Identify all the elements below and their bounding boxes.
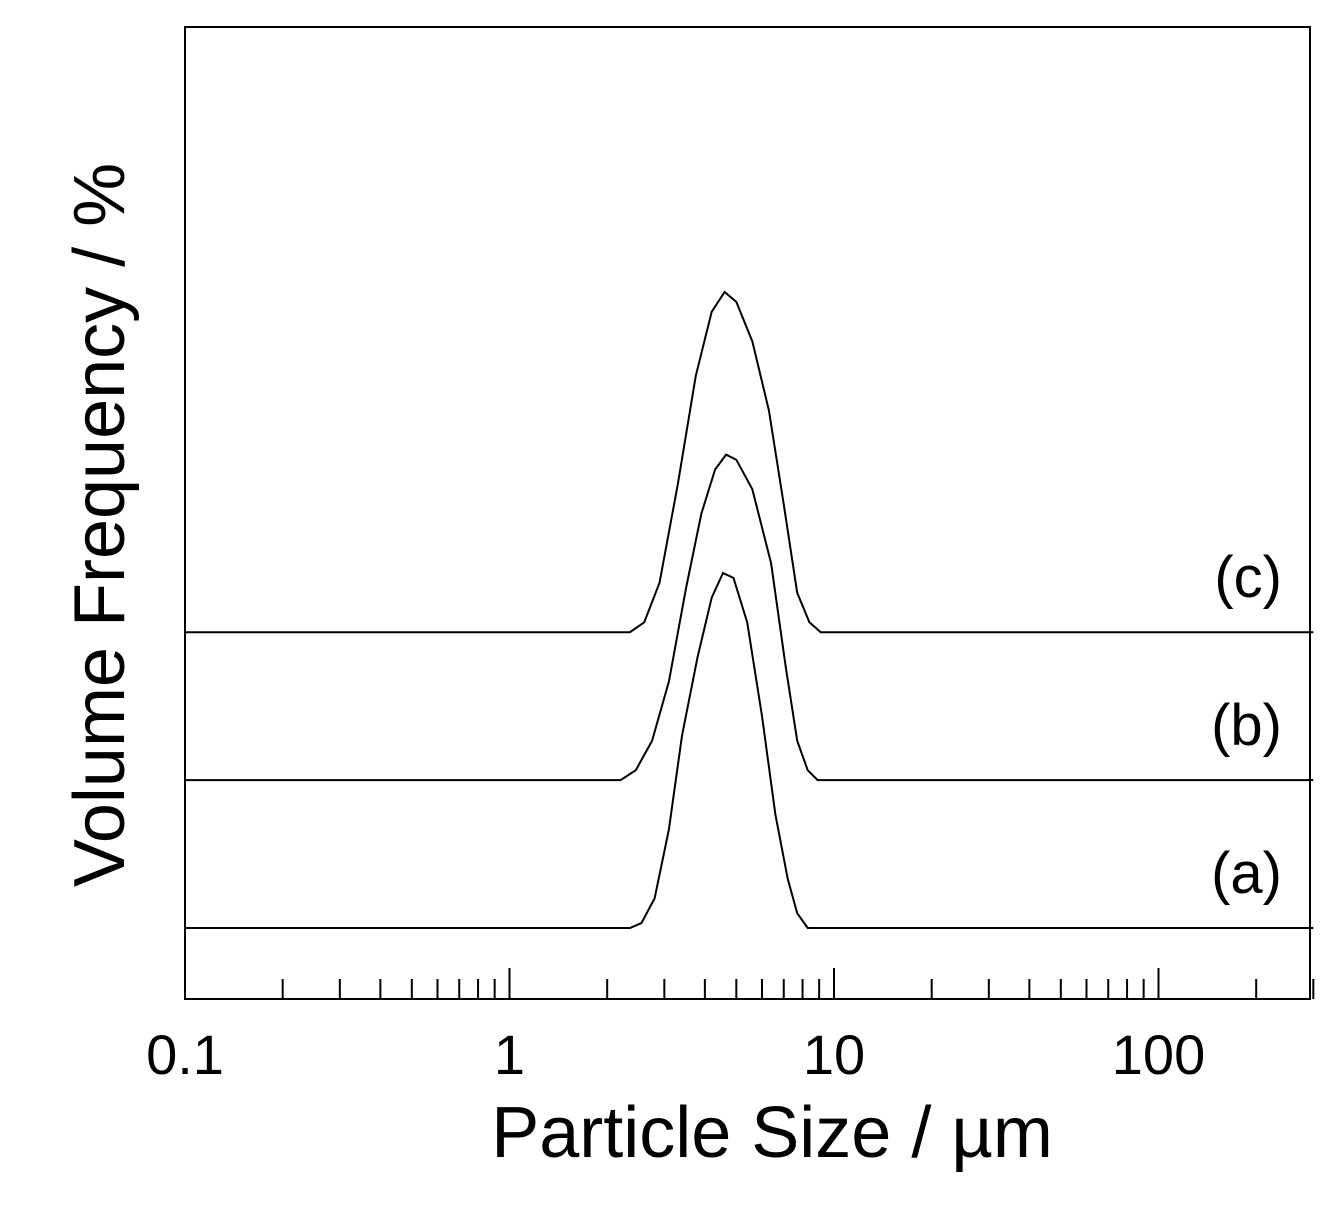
- x-tick-label: 1: [494, 1023, 525, 1086]
- y-axis-label: Volume Frequency / %: [60, 163, 140, 887]
- series-labels: (a) (b) (c): [1211, 545, 1282, 906]
- x-axis-ticks: [184, 968, 1315, 999]
- x-tick-label: 10: [803, 1023, 865, 1086]
- series-line: [185, 571, 1314, 929]
- series-line: [185, 453, 1314, 782]
- x-axis-tick-labels: 0.1 1 10 100: [146, 1023, 1205, 1086]
- plot-frame: [184, 26, 1311, 1000]
- series-label: (a): [1211, 841, 1282, 906]
- x-axis-label: Particle Size / µm: [491, 1093, 1053, 1173]
- series-label: (b): [1211, 693, 1282, 758]
- series-line: [185, 290, 1314, 634]
- series-curves: [185, 290, 1314, 929]
- x-tick-label: 100: [1112, 1023, 1205, 1086]
- series-label: (c): [1214, 545, 1282, 610]
- x-tick-label: 0.1: [146, 1023, 224, 1086]
